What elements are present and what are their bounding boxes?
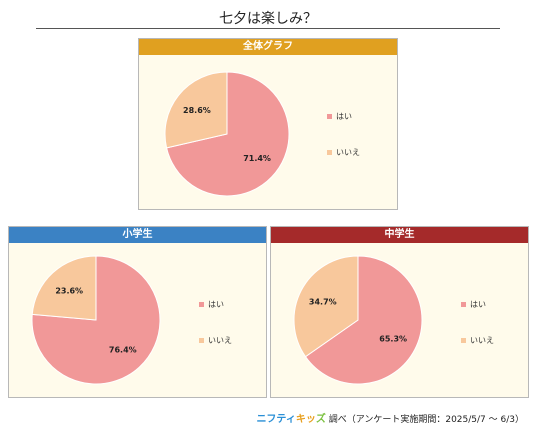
pie-label-no: 34.7% bbox=[309, 298, 337, 307]
pie-slice-yes bbox=[31, 255, 161, 385]
pie-label-yes: 71.4% bbox=[243, 154, 271, 163]
pie-slice-yes bbox=[304, 255, 423, 385]
legend-swatch-no bbox=[461, 338, 466, 343]
pie-label-no: 23.6% bbox=[55, 287, 83, 296]
footer-credit: ニフティキッズ 調べ（アンケート実施期間：2025/5/7 ～ 6/3） bbox=[256, 410, 524, 425]
legend-swatch-no bbox=[199, 338, 204, 343]
pie-slice-no bbox=[293, 255, 359, 358]
niftykids-logo: ニフティキッズ bbox=[256, 414, 326, 425]
legend-item-no: いいえ bbox=[199, 335, 232, 346]
legend-swatch-no bbox=[327, 150, 332, 155]
pie-chart-elementary: 76.4% 23.6% bbox=[31, 255, 161, 385]
title-divider bbox=[36, 28, 500, 29]
pie-slice-no bbox=[164, 71, 228, 149]
pie-slice-no bbox=[31, 255, 97, 321]
panel-elementary: 小学生 76.4% 23.6% はい いいえ bbox=[8, 226, 267, 398]
legend-item-no: いいえ bbox=[327, 147, 360, 158]
pie-chart-overall: 71.4% 28.6% bbox=[164, 71, 290, 197]
pie-label-yes: 65.3% bbox=[379, 334, 407, 343]
page-title: 七夕は楽しみ？ bbox=[219, 11, 317, 27]
legend-swatch-yes bbox=[327, 114, 332, 119]
pie-slice-yes bbox=[165, 71, 290, 197]
survey-period-text: 調べ（アンケート実施期間：2025/5/7 ～ 6/3） bbox=[328, 415, 524, 425]
pie-chart-middle-school: 65.3% 34.7% bbox=[293, 255, 423, 385]
legend-swatch-yes bbox=[461, 302, 466, 307]
legend-item-no: いいえ bbox=[461, 335, 494, 346]
panel-header-elementary: 小学生 bbox=[9, 227, 266, 243]
legend-swatch-yes bbox=[199, 302, 204, 307]
panel-header-middle-school: 中学生 bbox=[271, 227, 528, 243]
panel-overall: 全体グラフ 71.4% 28.6% はい いいえ bbox=[138, 38, 398, 210]
panel-header-overall: 全体グラフ bbox=[139, 39, 397, 55]
pie-label-yes: 76.4% bbox=[109, 345, 137, 354]
legend-item-yes: はい bbox=[327, 111, 352, 122]
legend-item-yes: はい bbox=[199, 299, 224, 310]
pie-label-no: 28.6% bbox=[183, 106, 211, 115]
legend-item-yes: はい bbox=[461, 299, 486, 310]
panel-middle-school: 中学生 65.3% 34.7% はい いいえ bbox=[270, 226, 529, 398]
